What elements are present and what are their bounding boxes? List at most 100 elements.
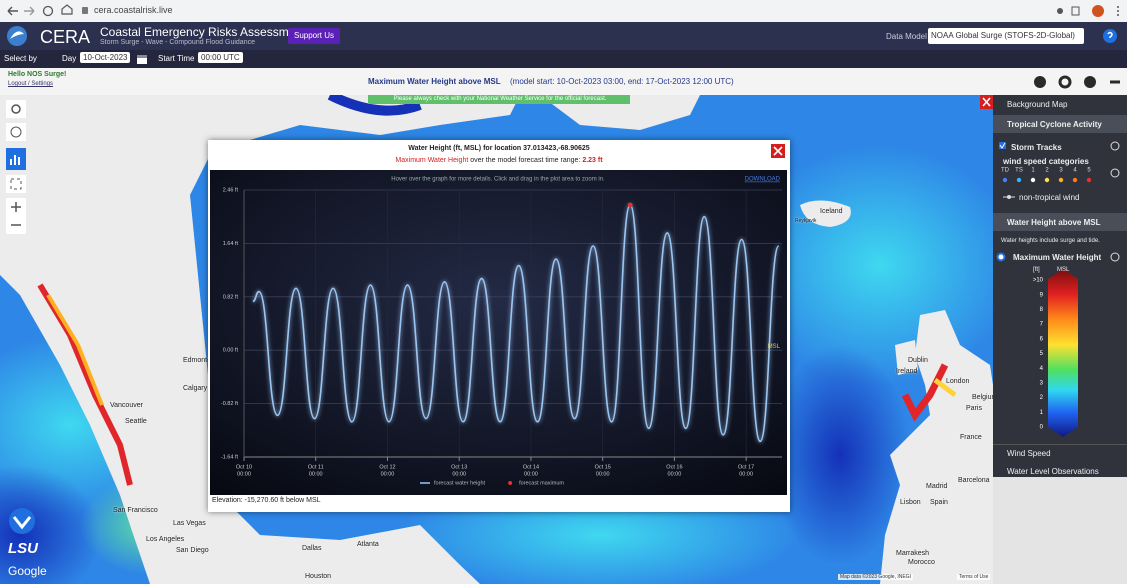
map-label: San Francisco: [113, 507, 158, 514]
scale-reference: MSL: [1057, 267, 1070, 273]
map-label: Paris: [966, 405, 982, 412]
wind-legend: TD TS 1 2 3 4 5: [999, 141, 1120, 199]
url[interactable]: cera.coastalrisk.live: [94, 5, 173, 15]
max-water-option[interactable]: Maximum Water Height: [1013, 253, 1102, 262]
terms-link[interactable]: Terms of Use: [957, 574, 991, 580]
land-north-america: [0, 95, 520, 584]
legend-label: forecast water height: [434, 480, 486, 486]
scale-label: >10: [1033, 278, 1044, 284]
map-label: Barcelona: [958, 477, 990, 484]
map-label: Morocco: [908, 559, 935, 566]
browser-icons: [7, 4, 1119, 17]
coast-highlight: [46, 293, 104, 406]
popup-max-line: Maximum Water Height over the model fore…: [208, 157, 790, 164]
wind-speed-toggle[interactable]: Wind Speed: [1007, 449, 1051, 458]
scale-label: 0: [1040, 425, 1044, 431]
wind-category-dot: [1072, 177, 1078, 183]
y-tick-label: -1.64 ft: [221, 454, 239, 460]
support-button[interactable]: Support Us: [288, 28, 341, 44]
scale-label: 1: [1040, 410, 1044, 416]
notice-banner: [368, 95, 630, 104]
annotation: MSL: [768, 344, 781, 350]
wind-category-dot: [1002, 177, 1008, 183]
map-label: Spain: [930, 499, 948, 506]
map-label: France: [960, 434, 982, 441]
model-range: (model start: 10-Oct-2023 03:00, end: 17…: [510, 77, 734, 86]
start-time-input[interactable]: 00:00 UTC: [198, 52, 243, 63]
map-label: Belgium: [972, 394, 998, 401]
water-obs-toggle[interactable]: Water Level Observations: [1007, 467, 1099, 476]
map-label: Vancouver: [110, 402, 143, 409]
scale-label: 5: [1040, 351, 1044, 357]
popup-title: Water Height (ft, MSL) for location 37.0…: [408, 145, 590, 152]
google-logo: Google: [8, 564, 47, 578]
non-tropical-wind: non-tropical wind: [1019, 193, 1080, 202]
day-input[interactable]: 10-Oct-2023: [80, 52, 131, 63]
x-tick-label: Oct 12: [379, 464, 395, 470]
y-tick-label: -0.82 ft: [221, 401, 239, 407]
data-line: [252, 204, 780, 443]
background-map-toggle[interactable]: Background Map: [1007, 100, 1068, 109]
coast-highlight: [933, 378, 957, 397]
map-label: London: [946, 378, 970, 385]
calendar-icon[interactable]: [136, 53, 148, 65]
x-tick-sublabel: 00:00: [739, 471, 753, 477]
popup-close[interactable]: [771, 144, 785, 158]
x-tick-label: Oct 13: [451, 464, 467, 470]
wind-categories-title: wind speed categories: [1003, 157, 1089, 166]
wind-category-label: 3: [1059, 168, 1063, 174]
legend-swatch: [508, 481, 513, 485]
wind-category-label: TS: [1015, 168, 1023, 174]
map-label: Houston: [305, 573, 332, 580]
map-label: Calgary: [183, 385, 208, 392]
map-label: Marrakesh: [896, 550, 930, 557]
info-icons[interactable]: [1030, 72, 1127, 92]
x-tick-sublabel: 00:00: [596, 471, 610, 477]
data-point: [627, 202, 633, 208]
wind-category-label: 1: [1031, 168, 1035, 174]
x-tick-label: Oct 10: [236, 464, 252, 470]
storm-tracks[interactable]: Storm Tracks: [1011, 143, 1062, 152]
x-tick-label: Oct 11: [308, 464, 324, 470]
map-label: Atlanta: [357, 541, 379, 548]
logo: [7, 26, 27, 46]
browser-bar: cera.coastalrisk.live: [0, 0, 1127, 22]
data-model-label: Data Model: [886, 32, 927, 41]
map-attribution: Map data ©2023 Google, INEGI: [838, 574, 913, 580]
map-label: Madrid: [926, 483, 948, 490]
x-tick-sublabel: 00:00: [237, 471, 251, 477]
wind-category-dot: [1044, 177, 1050, 183]
chart-background: [210, 170, 787, 495]
account-links[interactable]: Logout / Settings: [8, 81, 54, 87]
tropical-header[interactable]: Tropical Cyclone Activity: [1007, 120, 1102, 129]
data-model-select[interactable]: NOAA Global Surge (STOFS-2D-Global): [928, 28, 1084, 44]
map-label: Lisbon: [900, 499, 921, 506]
day-label: Day: [62, 54, 77, 63]
download-link[interactable]: DOWNLOAD: [745, 177, 781, 183]
scale-label: 7: [1040, 322, 1044, 328]
logo-text: CERA: [40, 27, 91, 47]
legend-label: forecast maximum: [519, 480, 564, 486]
select-by-label: Select by: [4, 54, 37, 63]
x-tick-sublabel: 00:00: [381, 471, 395, 477]
x-tick-sublabel: 00:00: [452, 471, 466, 477]
y-tick-label: 0.00 ft: [223, 348, 239, 354]
help-icon[interactable]: [1100, 28, 1120, 44]
scale-label: 4: [1040, 366, 1044, 372]
scale-label: 2: [1040, 395, 1044, 401]
wind-category-dot: [1086, 177, 1092, 183]
scale-label: 8: [1040, 307, 1044, 313]
section-header: [993, 115, 1127, 133]
water-header[interactable]: Water Height above MSL: [1007, 218, 1101, 227]
map-label: Reykjavik: [795, 218, 817, 224]
scale-unit: [ft]: [1033, 267, 1040, 273]
map-tools[interactable]: [6, 100, 35, 534]
x-tick-label: Oct 17: [738, 464, 754, 470]
map-label: Ireland: [896, 368, 918, 375]
lsu-logo: LSU: [8, 540, 38, 557]
chart[interactable]: Hover over the graph for more details. C…: [210, 170, 787, 495]
app-header: CERA Coastal Emergency Risks Assessment …: [0, 22, 1127, 50]
map-label: Iceland: [820, 208, 843, 215]
map-label: Dublin: [908, 357, 928, 364]
